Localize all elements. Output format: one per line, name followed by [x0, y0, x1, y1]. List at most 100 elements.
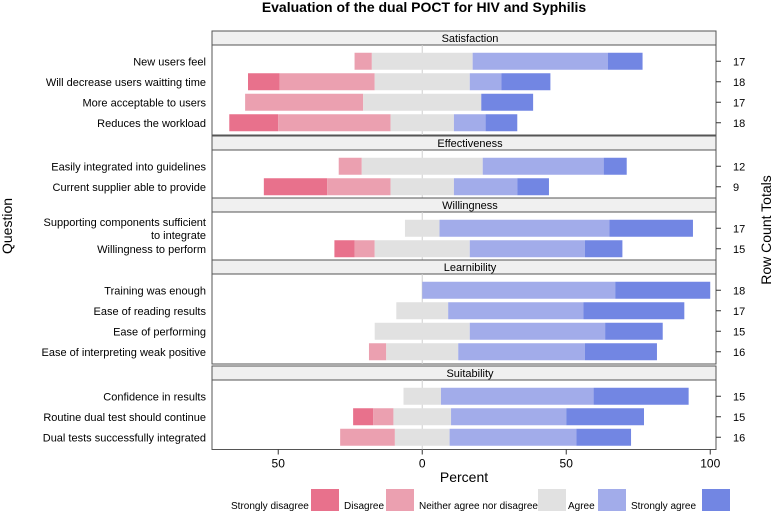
bar-segment-strongly-agree: [576, 428, 632, 446]
row-total: 16: [733, 432, 745, 444]
question-label: Willingness to perform: [97, 244, 206, 256]
bar-segment-disagree: [278, 114, 391, 132]
bar-segment-strongly-disagree: [334, 240, 355, 258]
bar-segment-strongly-disagree: [353, 408, 374, 426]
bar-segment-agree: [448, 302, 584, 320]
x-tick-label: 50: [272, 457, 286, 471]
panel-title: Suitability: [446, 368, 494, 380]
row-total: 17: [733, 223, 745, 235]
question-label: Ease of performing: [113, 326, 206, 338]
question-label: Will decrease users waitting time: [46, 77, 206, 89]
bar-segment-neither-agree-nor-disagree: [371, 52, 473, 70]
bar-segment-agree: [449, 428, 577, 446]
bar-segment-disagree: [338, 157, 362, 175]
panel-suitability: Suitability Confidence in results 15 Routin…: [43, 365, 745, 450]
right-axis-label: Row Count Totals: [758, 175, 774, 284]
x-tick-label: 0: [419, 457, 426, 471]
bar-segment-neither-agree-nor-disagree: [403, 387, 441, 405]
y-axis-label: Question: [0, 198, 15, 254]
panel-title: Effectiveness: [437, 138, 503, 150]
bar-segment-neither-agree-nor-disagree: [394, 428, 450, 446]
bar-segment-neither-agree-nor-disagree: [390, 178, 454, 196]
bar-segment-disagree: [368, 343, 387, 361]
row-total: 15: [733, 391, 745, 403]
bar-segment-strongly-agree: [501, 73, 551, 91]
bar-segment-strongly-agree: [593, 387, 689, 405]
bar-segment-strongly-agree: [605, 322, 663, 340]
question-label: Dual tests successfully integrated: [43, 432, 206, 444]
question-label: Ease of reading results: [93, 306, 206, 318]
bar-segment-strongly-disagree: [229, 114, 279, 132]
question-label: Supporting components sufficient to integ…: [44, 217, 206, 242]
bar-segment-neither-agree-nor-disagree: [374, 322, 470, 340]
legend-label: Agree: [568, 501, 595, 512]
legend-label: Strongly disagree: [231, 501, 309, 512]
bar-segment-agree: [422, 281, 616, 299]
panel-strip: [211, 365, 717, 381]
panel-learnibility: Learnibility Training was enough 18 Ease of…: [42, 259, 745, 365]
bar-segment-strongly-agree: [517, 178, 549, 196]
row-total: 18: [733, 77, 745, 89]
panel-willingness: Willingness Supporting components suffici…: [44, 197, 745, 262]
row-total: 18: [733, 118, 745, 130]
legend-label: Strongly agree: [631, 501, 696, 512]
panel-title: Learnibility: [444, 262, 497, 274]
bar-segment-strongly-agree: [566, 408, 644, 426]
bar-segment-strongly-agree: [583, 302, 685, 320]
panel-satisfaction: Satisfaction New users feel 17 Will decreas…: [46, 30, 745, 136]
row-total: 17: [733, 56, 745, 68]
bar-segment-strongly-agree: [584, 240, 623, 258]
question-label: Reduces the workload: [97, 118, 206, 130]
bar-segment-disagree: [340, 428, 395, 446]
question-label: Current supplier able to provide: [53, 182, 206, 194]
bar-segment-neither-agree-nor-disagree: [404, 219, 440, 237]
legend-swatch: [311, 489, 339, 511]
bar-segment-agree: [451, 408, 567, 426]
bar-segment-agree: [439, 219, 610, 237]
panel-effectiveness: Effectiveness Easily integrated into guid…: [51, 135, 745, 200]
chart-title: Evaluation of the dual POCT for HIV and …: [262, 0, 587, 15]
x-tick-label: 50: [560, 457, 574, 471]
bar-segment-strongly-disagree: [263, 178, 328, 196]
panel-title: Satisfaction: [442, 33, 499, 45]
bar-segment-agree: [482, 157, 604, 175]
question-label: Easily integrated into guidelines: [51, 161, 206, 173]
legend-swatch: [598, 489, 626, 511]
bar-segment-agree: [453, 114, 486, 132]
x-tick-label: 100: [700, 457, 720, 471]
bar-segment-agree: [440, 387, 594, 405]
bar-segment-disagree: [279, 73, 375, 91]
bar-segment-neither-agree-nor-disagree: [361, 157, 483, 175]
legend-swatch: [702, 489, 730, 511]
question-label: Confidence in results: [103, 391, 206, 403]
bar-segment-neither-agree-nor-disagree: [374, 73, 470, 91]
bar-segment-strongly-disagree: [248, 73, 280, 91]
bar-segment-neither-agree-nor-disagree: [363, 93, 482, 111]
bar-segment-agree: [469, 73, 502, 91]
bar-segment-agree: [458, 343, 585, 361]
bar-segment-strongly-agree: [584, 343, 657, 361]
bar-segment-strongly-agree: [609, 219, 693, 237]
panel-strip: [211, 197, 717, 213]
bar-segment-strongly-agree: [608, 52, 643, 70]
row-total: 15: [733, 412, 745, 424]
bar-segment-agree: [469, 322, 606, 340]
question-label: Ease of interpreting weak positive: [42, 347, 206, 359]
bar-segment-strongly-agree: [485, 114, 518, 132]
bar-segment-neither-agree-nor-disagree: [393, 408, 452, 426]
bar-segment-neither-agree-nor-disagree: [386, 343, 459, 361]
question-label: Routine dual test should continue: [43, 412, 206, 424]
row-total: 9: [733, 182, 739, 194]
legend-swatch: [386, 489, 414, 511]
bar-segment-neither-agree-nor-disagree: [390, 114, 454, 132]
bar-segment-disagree: [245, 93, 364, 111]
bar-segment-neither-agree-nor-disagree: [374, 240, 470, 258]
row-total: 17: [733, 306, 745, 318]
row-total: 12: [733, 161, 745, 173]
bar-segment-agree: [472, 52, 608, 70]
panel-strip: [211, 135, 717, 151]
question-label: Training was enough: [104, 285, 206, 297]
row-total: 17: [733, 97, 745, 109]
legend-label: Neither agree nor disagree: [419, 501, 538, 512]
